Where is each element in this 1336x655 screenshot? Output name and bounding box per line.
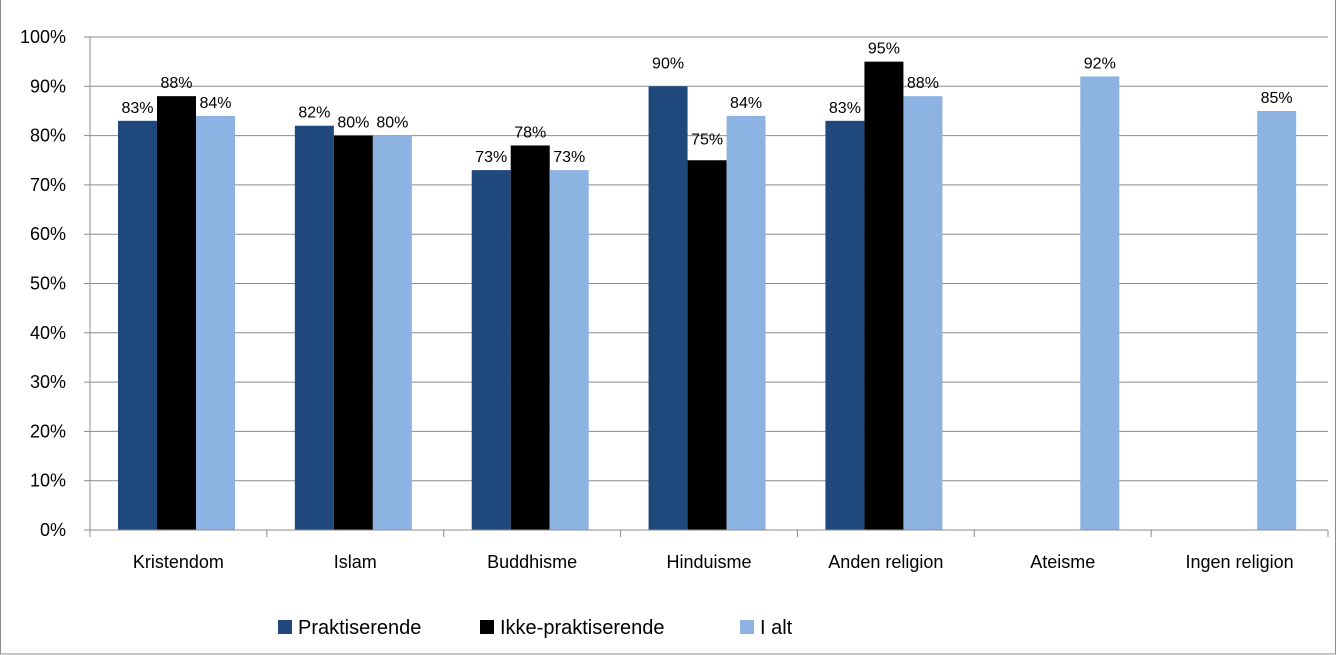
bar <box>118 120 157 530</box>
legend-swatch <box>480 620 494 634</box>
bar <box>294 125 334 531</box>
data-label: 88% <box>160 75 192 92</box>
data-label: 80% <box>337 115 369 132</box>
legend-swatch <box>740 620 754 634</box>
data-label: 73% <box>475 149 507 166</box>
y-tick-label: 30% <box>30 372 66 392</box>
legend-label: Praktiserende <box>298 617 421 639</box>
bar <box>903 96 943 530</box>
category-label: Hinduisme <box>666 552 751 572</box>
y-tick-label: 20% <box>30 421 66 441</box>
data-label: 75% <box>691 131 723 148</box>
y-tick-label: 100% <box>20 27 66 47</box>
y-tick-label: 10% <box>30 471 66 491</box>
legend: Praktiserende Ikke-praktiserende I alt <box>278 617 793 639</box>
bar <box>825 120 865 530</box>
category-label: Kristendom <box>133 552 224 572</box>
category-label: Anden religion <box>828 552 943 572</box>
data-label: 83% <box>829 100 861 117</box>
y-tick-label: 90% <box>30 76 66 96</box>
data-label: 78% <box>514 124 546 141</box>
y-tick-label: 40% <box>30 323 66 343</box>
category-label: Islam <box>334 552 377 572</box>
legend-label: Ikke-praktiserende <box>500 617 665 639</box>
bar <box>687 160 727 530</box>
data-label: 92% <box>1084 55 1116 72</box>
data-label: 88% <box>907 75 939 92</box>
bar <box>864 61 904 531</box>
legend-swatch <box>278 620 292 634</box>
legend-label: I alt <box>760 617 793 639</box>
bar <box>471 170 511 531</box>
bar <box>549 170 589 531</box>
bar <box>1080 76 1120 530</box>
y-tick-label: 70% <box>30 175 66 195</box>
y-tick-label: 50% <box>30 274 66 294</box>
bars <box>118 61 1297 531</box>
category-label: Ingen religion <box>1186 552 1294 572</box>
bar <box>196 115 235 530</box>
data-label: 84% <box>730 95 762 112</box>
y-tick-label: 80% <box>30 126 66 146</box>
category-label: Ateisme <box>1030 552 1095 572</box>
bar <box>510 145 550 530</box>
bar <box>726 115 766 530</box>
data-label: 82% <box>298 105 330 122</box>
bar <box>1257 110 1297 530</box>
data-label: 85% <box>1261 90 1293 107</box>
bar <box>333 135 373 530</box>
category-label: Buddhisme <box>487 552 577 572</box>
data-label: 73% <box>553 149 585 166</box>
data-label: 80% <box>376 115 408 132</box>
data-label: 90% <box>652 55 684 72</box>
data-labels: 83% 82% 73% 90% 83% 88% 80% 78% 75% 95% 84% 80% 73% 8… <box>121 41 1292 166</box>
data-label: 84% <box>199 95 231 112</box>
bar <box>372 135 412 530</box>
y-tick-label: 60% <box>30 224 66 244</box>
y-tick-label: 0% <box>40 520 66 540</box>
bar <box>157 96 196 530</box>
data-label: 95% <box>868 41 900 58</box>
data-label: 83% <box>121 100 153 117</box>
axes: 0% 10% 20% 30% 40% 50% 60% 70% 80% 90% 100% Kristen… <box>20 27 1329 572</box>
bar <box>648 86 688 531</box>
